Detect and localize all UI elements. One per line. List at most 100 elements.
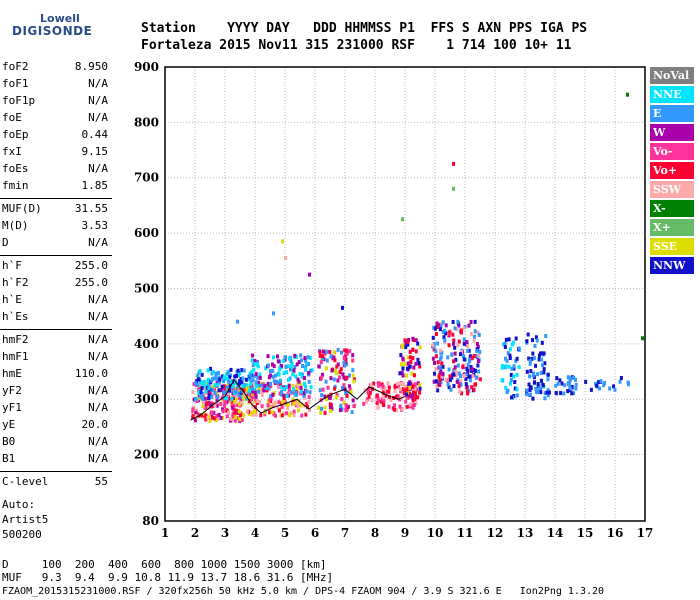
echo-point <box>539 386 543 391</box>
echo-point <box>250 386 254 391</box>
plot-frame <box>164 66 646 522</box>
echo-point <box>395 381 399 386</box>
echo-point <box>543 396 547 401</box>
echo-point <box>510 366 514 371</box>
x-tick-label: 17 <box>637 526 654 540</box>
echo-point <box>216 370 220 375</box>
echo-point <box>294 401 298 406</box>
echo-point <box>348 384 352 389</box>
echo-point <box>546 393 550 398</box>
echo-point <box>333 358 337 363</box>
echo-point <box>213 376 217 381</box>
echo-point <box>444 323 448 328</box>
echo-point <box>539 390 543 395</box>
param-row: foF1 N/A <box>2 77 108 94</box>
echo-point <box>263 410 267 415</box>
echo-point <box>250 369 254 374</box>
echo-point <box>191 414 195 419</box>
echo-point <box>207 386 211 391</box>
echo-point <box>528 374 532 379</box>
echo-point <box>450 352 454 357</box>
param-value: 3.53 <box>81 219 109 232</box>
echo-point <box>404 399 408 404</box>
echo-point <box>225 385 229 390</box>
echo-point <box>267 386 271 391</box>
echo-point-isolated <box>626 92 629 97</box>
echo-point <box>303 381 307 386</box>
legend-item: X- <box>650 200 694 217</box>
echo-point <box>284 355 288 360</box>
echo-point <box>225 414 229 419</box>
echo-point <box>540 351 544 356</box>
echo-point <box>247 396 251 401</box>
legend-item: NNW <box>650 257 694 274</box>
echo-point <box>528 358 532 363</box>
echo-point <box>272 364 276 369</box>
echo-point <box>284 384 288 389</box>
echo-point-isolated <box>341 305 344 310</box>
echo-point <box>289 364 293 369</box>
echo-point <box>507 364 511 369</box>
echo-point <box>228 388 232 393</box>
echo-point <box>511 340 515 345</box>
echo-point <box>566 389 570 394</box>
echo-point <box>286 402 290 407</box>
echo-point <box>475 353 479 358</box>
echo-point <box>220 384 224 389</box>
echo-point <box>307 399 311 404</box>
echo-point <box>293 365 297 370</box>
echo-point <box>574 382 578 387</box>
echo-point <box>264 366 268 371</box>
echo-point <box>299 389 303 394</box>
y-tick-label: 700 <box>134 171 159 185</box>
x-tick-label: 12 <box>487 526 504 540</box>
echo-point <box>512 374 516 379</box>
echo-point <box>446 382 450 387</box>
legend-item: X+ <box>650 219 694 236</box>
echo-point <box>325 349 329 354</box>
echo-point <box>235 386 239 391</box>
param-name: B0 <box>2 435 16 448</box>
echo-point <box>459 349 463 354</box>
echo-point <box>464 377 468 382</box>
echo-point <box>318 350 322 355</box>
x-tick-label: 2 <box>191 526 199 540</box>
echo-point <box>258 389 262 394</box>
echo-point <box>525 369 529 374</box>
echo-point <box>408 349 412 354</box>
echo-point <box>217 375 221 380</box>
echo-point <box>296 408 300 413</box>
legend-item: E <box>650 105 694 122</box>
echo-point <box>274 373 278 378</box>
echo-point <box>527 356 531 361</box>
legend-item: NoVal <box>650 67 694 84</box>
echo-point <box>405 404 409 409</box>
echo-point <box>308 355 312 360</box>
param-row: foEp 0.44 <box>2 128 108 145</box>
echo-point <box>500 378 504 383</box>
echo-point <box>467 374 471 379</box>
echo-point <box>335 393 339 398</box>
echo-point <box>231 383 235 388</box>
param-row: yF1 N/A <box>2 401 108 418</box>
echo-point <box>589 387 593 392</box>
echo-point <box>509 372 513 377</box>
echo-point <box>436 388 440 393</box>
footer-muf-row: MUF 9.3 9.4 9.9 10.8 11.9 13.7 18.6 31.6… <box>2 571 334 584</box>
param-row: M(D) 3.53 <box>2 219 108 236</box>
echo-point <box>574 386 578 391</box>
echo-point <box>456 363 460 368</box>
echo-point <box>437 382 441 387</box>
echo-point <box>199 379 203 384</box>
echo-point <box>288 376 292 381</box>
param-name: C-level <box>2 475 49 488</box>
echo-point <box>268 410 272 415</box>
param-value: N/A <box>88 401 108 414</box>
echo-point <box>506 388 510 393</box>
echo-point <box>200 372 204 377</box>
echo-point <box>240 389 244 394</box>
echo-point <box>259 413 263 418</box>
echo-point <box>474 382 478 387</box>
y-tick-label: 500 <box>134 281 159 295</box>
echo-point <box>221 409 225 414</box>
